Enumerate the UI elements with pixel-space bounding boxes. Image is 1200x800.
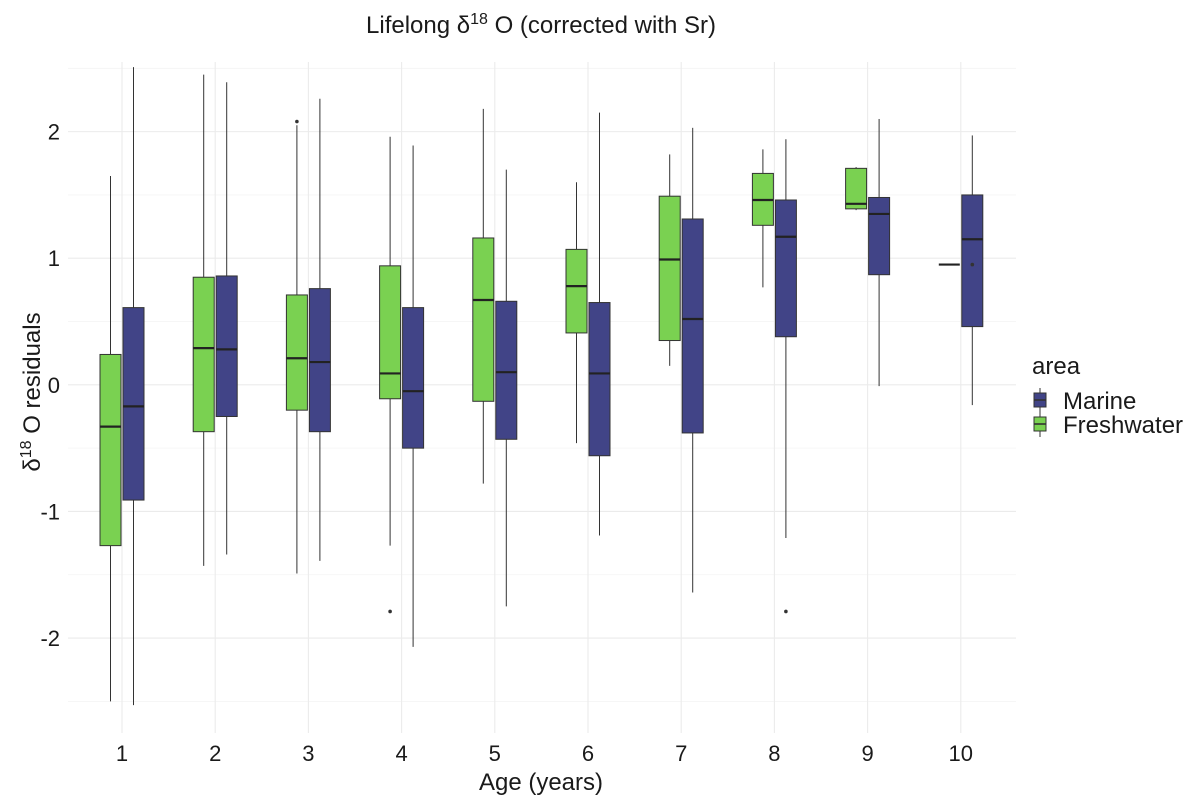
box-iqr	[588, 302, 611, 457]
x-tick-label: 1	[116, 741, 128, 766]
box-freshwater-age-8	[751, 149, 774, 288]
box-iqr	[99, 353, 122, 547]
box-marine-age-6	[588, 112, 611, 536]
box-freshwater-age-9	[845, 167, 868, 211]
outlier-point	[388, 609, 392, 614]
legend-item-marine: Marine	[1033, 388, 1136, 415]
y-tick-label: 1	[48, 246, 60, 271]
y-tick-label: 2	[48, 120, 60, 145]
x-tick-label: 7	[675, 741, 687, 766]
gridlines	[68, 62, 1016, 733]
legend: area Marine Freshwater	[1032, 353, 1183, 439]
y-tick-label: -2	[40, 626, 60, 651]
outlier-point	[295, 119, 299, 124]
chart-title: Lifelong δ18 O (corrected with Sr)	[366, 11, 716, 39]
box-iqr	[868, 196, 891, 276]
x-tick-label: 4	[395, 741, 407, 766]
box-marine-age-9	[868, 118, 891, 387]
x-tick-label: 10	[949, 741, 973, 766]
box-marine-age-8	[774, 139, 797, 614]
outlier-point	[784, 609, 788, 614]
y-tick-label: 0	[48, 373, 60, 398]
box-marine-age-2	[215, 82, 238, 555]
box-iqr	[285, 294, 308, 411]
x-axis-title: Age (years)	[479, 769, 603, 796]
box-iqr	[845, 167, 868, 210]
box-iqr	[379, 265, 402, 400]
box-iqr	[681, 218, 704, 434]
x-tick-label: 9	[861, 741, 873, 766]
x-tick-label: 2	[209, 741, 221, 766]
x-tick-label: 5	[489, 741, 501, 766]
outlier-point	[970, 262, 975, 267]
box-iqr	[961, 194, 984, 328]
box-marine-age-5	[495, 169, 518, 607]
box-freshwater-age-6	[565, 182, 588, 444]
x-tick-label: 3	[302, 741, 314, 766]
box-iqr	[495, 300, 518, 440]
box-marine-age-4	[402, 145, 425, 647]
box-iqr	[658, 195, 681, 342]
y-axis-title: δ18 O residuals	[18, 312, 46, 471]
legend-title: area	[1032, 353, 1081, 380]
box-iqr	[472, 237, 495, 402]
box-iqr	[565, 248, 588, 334]
legend-item-freshwater: Freshwater	[1033, 412, 1183, 439]
box-iqr	[122, 307, 145, 501]
box-freshwater-age-2	[192, 74, 215, 566]
box-iqr	[215, 275, 238, 417]
box-iqr	[402, 307, 425, 449]
legend-label-freshwater: Freshwater	[1063, 412, 1183, 439]
box-freshwater-age-4	[379, 136, 402, 614]
box-marine-age-3	[308, 98, 331, 561]
y-tick-label: -1	[40, 499, 60, 524]
box-marine-age-10	[961, 135, 984, 406]
legend-label-marine: Marine	[1063, 388, 1136, 415]
box-iqr	[192, 276, 215, 433]
box-freshwater-age-3	[285, 119, 308, 574]
boxplot-series	[99, 67, 984, 706]
box-iqr	[774, 199, 797, 338]
box-marine-age-1	[122, 67, 145, 706]
box-freshwater-age-7	[658, 154, 681, 366]
box-freshwater-age-1	[99, 175, 122, 702]
box-marine-age-7	[681, 127, 704, 593]
x-tick-label: 6	[582, 741, 594, 766]
box-iqr	[308, 288, 331, 433]
axes: -2 -1 0 1 2 1 2 3 4 5 6 7 8 9 10	[40, 120, 973, 766]
box-freshwater-age-5	[472, 108, 495, 484]
x-tick-label: 8	[768, 741, 780, 766]
